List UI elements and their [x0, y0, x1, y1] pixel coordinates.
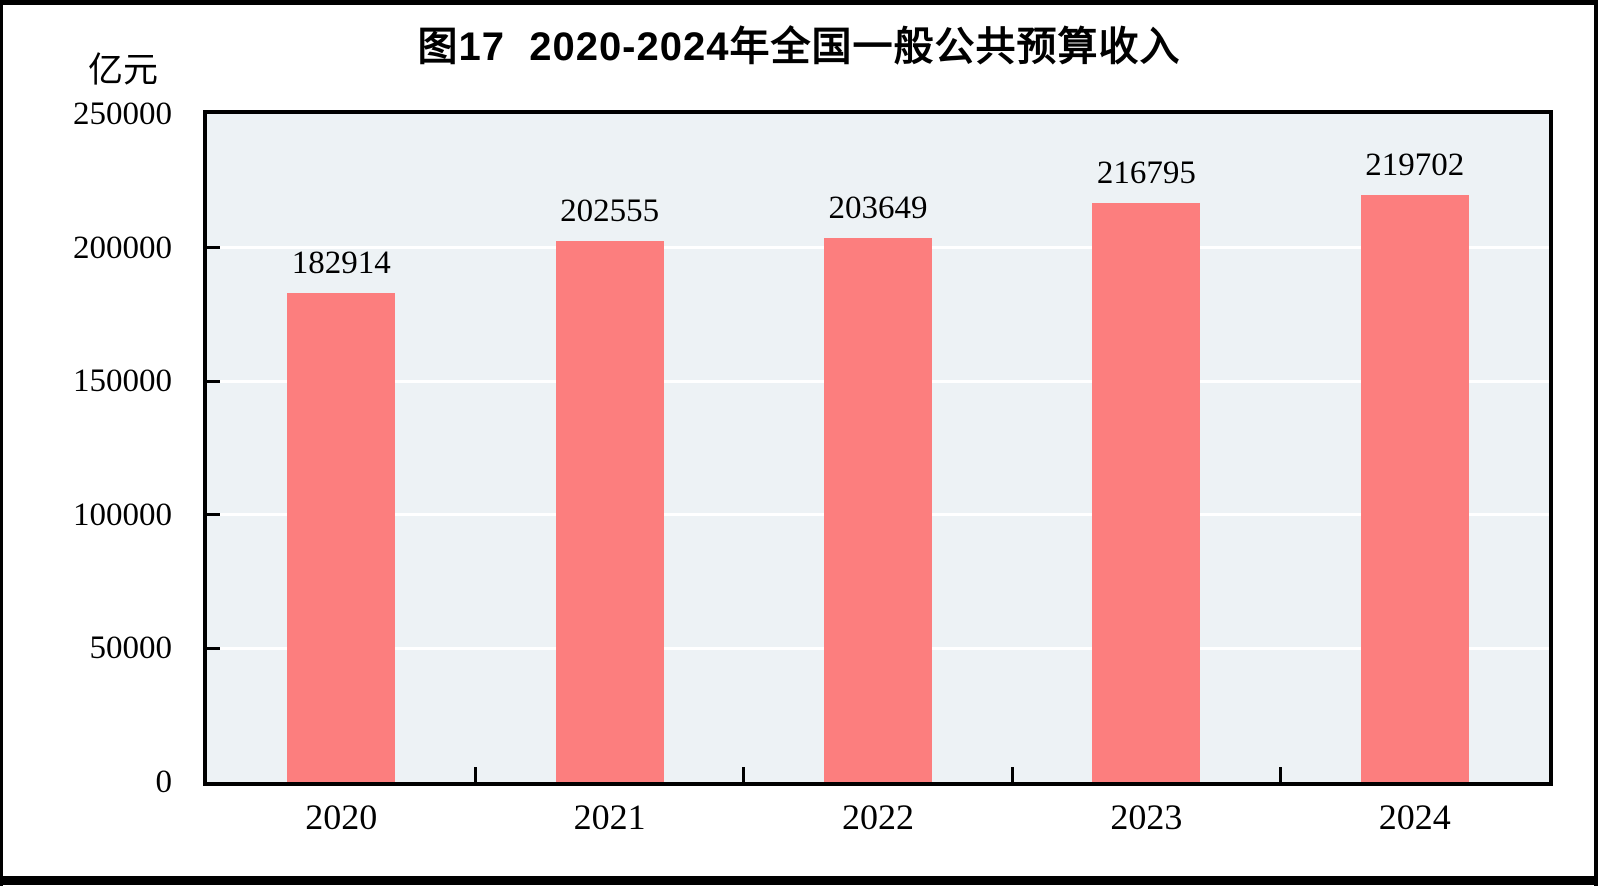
y-axis-label-200000: 200000	[73, 229, 172, 266]
y-axis-tick-200000	[207, 246, 220, 250]
x-axis-tick-2	[742, 767, 746, 782]
x-axis-label-2022: 2022	[842, 797, 914, 837]
y-axis-label-100000: 100000	[73, 496, 172, 533]
image-frame-left	[0, 0, 3, 886]
x-axis-label-2023: 2023	[1110, 797, 1183, 837]
y-axis-unit-label: 亿元	[88, 51, 159, 90]
y-axis-label-150000: 150000	[73, 363, 172, 400]
bar-value-label-2024: 219702	[1365, 146, 1465, 183]
y-axis-label-0: 0	[155, 764, 173, 800]
y-axis-tick-100000	[207, 513, 220, 517]
bar-value-label-2022: 203649	[828, 189, 928, 226]
y-axis-tick-150000	[207, 379, 220, 383]
image-frame-top	[0, 0, 1598, 5]
bar-2023	[1092, 202, 1201, 782]
x-axis-tick-4	[1279, 767, 1283, 782]
bar-value-label-2023: 216795	[1096, 154, 1196, 191]
chart-title: 图17 2020-2024年全国一般公共预算收入	[417, 25, 1181, 69]
x-axis-label-2024: 2024	[1378, 797, 1451, 837]
bar-value-label-2021: 202555	[560, 192, 660, 229]
x-axis-label-2020: 2020	[305, 797, 378, 837]
image-frame-right	[1594, 0, 1598, 886]
plot-area: 182914 202555 203649 216795 219702	[203, 110, 1553, 786]
bar-2022	[824, 237, 932, 782]
x-axis-tick-3	[1010, 767, 1014, 782]
bar-2020	[287, 293, 396, 782]
y-axis-tick-50000	[207, 646, 220, 650]
x-axis-tick-1	[473, 767, 477, 782]
x-axis-label-2021: 2021	[573, 797, 646, 837]
image-frame-bottom	[0, 876, 1598, 885]
bar-2024	[1360, 194, 1469, 782]
bar-2021	[555, 240, 664, 782]
y-axis-label-50000: 50000	[89, 630, 173, 667]
bar-value-label-2020: 182914	[291, 245, 391, 282]
y-axis-label-250000: 250000	[73, 96, 172, 132]
